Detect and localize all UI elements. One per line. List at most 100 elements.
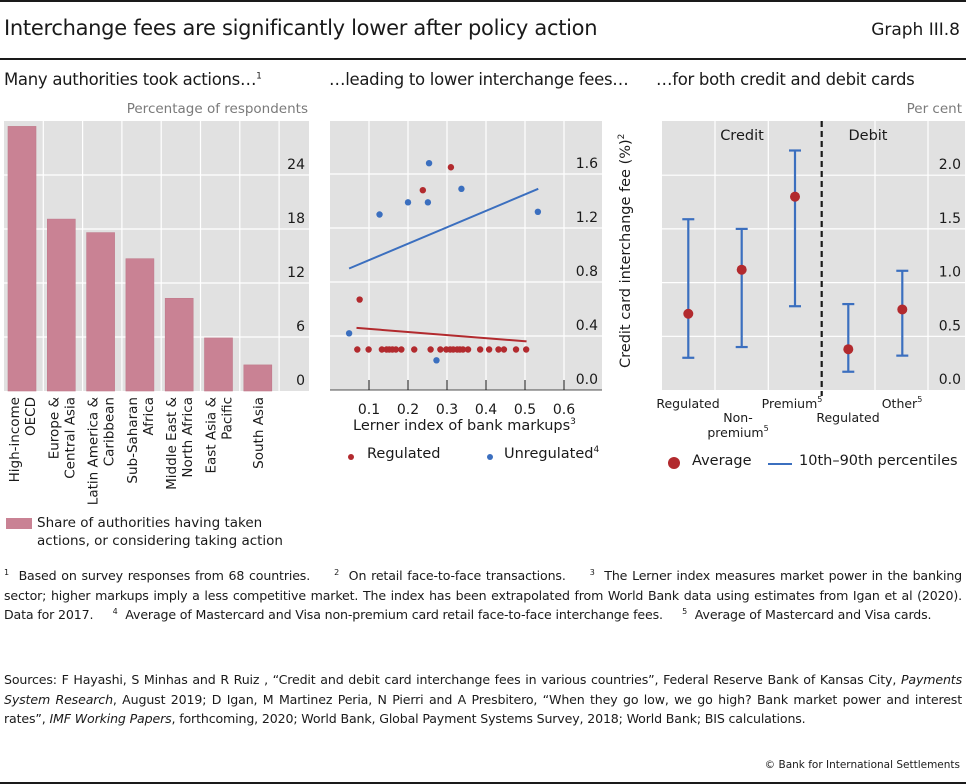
- scatter-point-regulated: [464, 346, 472, 353]
- scatter-point-regulated: [459, 346, 467, 353]
- scatter-point-unregulated: [424, 199, 432, 206]
- range-line-icon: [768, 463, 792, 465]
- x-tick-label: Pacific: [220, 397, 236, 440]
- y-tick-label: 0.0: [939, 372, 961, 388]
- x-category-label: Non-: [723, 410, 752, 425]
- scatter-point-unregulated: [534, 208, 542, 215]
- x-tick-label: High-income: [7, 397, 23, 482]
- scatter-point-unregulated: [404, 199, 412, 206]
- bar: [86, 232, 115, 392]
- bar-legend-label: Share of authorities having taken action…: [37, 515, 283, 549]
- average-legend-label: Average: [692, 453, 752, 469]
- bottom-rule: [0, 782, 966, 784]
- average-marker-icon: [668, 457, 680, 469]
- x-tick-label: 0.4: [475, 402, 497, 418]
- footnote: 1 Based on survey responses from 68 coun…: [4, 568, 329, 583]
- unregulated-marker-icon: [487, 454, 493, 460]
- scatter-point-regulated: [437, 346, 444, 353]
- unregulated-legend-text: Unregulated: [504, 446, 594, 462]
- y-tick-label: 1.0: [939, 265, 961, 281]
- x-tick-label: Latin America &: [86, 397, 102, 506]
- errorbar-chart: 0.0 0.5 1.0 1.5 2.0 Credit Debit Regulated Non-p…: [656, 121, 965, 440]
- x-category-label: Middle East & North Africa: [164, 397, 196, 490]
- x-tick-label: South Asia: [251, 397, 267, 469]
- copyright: © Bank for International Settlements: [764, 759, 960, 771]
- unregulated-legend-label: Unregulated4: [504, 446, 599, 462]
- right-panel-title: …for both credit and debit cards: [656, 70, 915, 89]
- sources-journal: IMF Working Papers: [49, 711, 172, 726]
- footnote-ref: 1: [256, 71, 262, 82]
- range-legend-label: 10th–90th percentiles: [799, 453, 958, 469]
- bar: [46, 218, 76, 392]
- x-category-label: Premium5: [762, 395, 823, 411]
- footnote-number: 3: [589, 567, 595, 577]
- sources-text: Sources: F Hayashi, S Minhas and R Ruiz …: [4, 672, 901, 687]
- footnote-ref: 5: [764, 424, 769, 433]
- x-category-label: South Asia: [251, 397, 267, 469]
- footnote-number: 1: [4, 567, 9, 577]
- group-label-debit: Debit: [848, 128, 887, 144]
- x-category-label: High-income OECD: [7, 397, 39, 482]
- graph-title: Interchange fees are significantly lower…: [4, 16, 598, 40]
- scatter-point-regulated: [495, 346, 502, 353]
- x-tick-label: OECD: [23, 397, 39, 436]
- top-rule: [0, 0, 966, 2]
- footnote: 2 On retail face-to-face transactions.: [334, 568, 585, 583]
- x-tick-label: Sub-Saharan: [125, 397, 141, 484]
- scatter-point-regulated: [419, 187, 427, 194]
- x-tick-label: 0.5: [514, 402, 536, 418]
- footnote-number: 4: [112, 606, 118, 616]
- group-label-credit: Credit: [720, 128, 764, 144]
- footnote-text: Average of Mastercard and Visa non-premi…: [117, 607, 679, 622]
- left-unit-label: Percentage of respondents: [126, 101, 308, 117]
- y-tick-label: 0.5: [939, 318, 961, 334]
- bar: [243, 364, 273, 392]
- x-tick-label: 0.3: [436, 402, 458, 418]
- left-panel-title-text: Many authorities took actions…: [4, 70, 257, 89]
- sources-text: , forthcoming, 2020; World Bank, Global …: [171, 711, 806, 726]
- scatter-point-regulated: [427, 346, 434, 353]
- footnote-ref: 4: [593, 445, 600, 456]
- y-tick-label: 1.2: [576, 210, 598, 226]
- x-category-label: Europe & Central Asia: [46, 397, 78, 479]
- scatter-point-regulated: [378, 346, 386, 353]
- x-tick-label: Middle East &: [164, 397, 180, 490]
- footnote-number: 5: [682, 606, 688, 616]
- y-tick-label: 0: [296, 373, 305, 389]
- scatter-point-regulated: [522, 346, 530, 353]
- scatter-point-regulated: [447, 164, 455, 171]
- plot-background: [662, 121, 965, 390]
- scatter-point-regulated: [500, 346, 508, 353]
- y-tick-label: 0.8: [576, 264, 598, 280]
- scatter-y-axis-label: Credit card interchange fee (%)2: [617, 133, 634, 368]
- bar: [164, 297, 194, 392]
- sources: Sources: F Hayashi, S Minhas and R Ruiz …: [4, 670, 962, 729]
- x-tick-label: 0.2: [397, 402, 419, 418]
- footnote-ref: 2: [617, 133, 628, 140]
- graph-number: Graph III.8: [871, 20, 960, 40]
- scatter-point-regulated: [354, 346, 361, 353]
- x-tick-label: 0.6: [553, 402, 575, 418]
- average-point: [897, 304, 908, 315]
- footnote: 4 Average of Mastercard and Visa non-pre…: [113, 607, 679, 622]
- x-tick-label: Caribbean: [102, 397, 118, 466]
- x-tick-label: North Africa: [180, 397, 196, 478]
- scatter-point-regulated: [411, 346, 418, 353]
- average-point: [683, 308, 694, 319]
- footnote-text: On retail face-to-face transactions.: [339, 568, 585, 583]
- scatter-y-axis-label-text: Credit card interchange fee (%): [618, 139, 634, 368]
- footnote-ref: 3: [570, 417, 576, 428]
- scatter-x-axis-label-text: Lerner index of bank markups: [353, 418, 571, 434]
- footnotes: 1 Based on survey responses from 68 coun…: [4, 566, 962, 625]
- scatter-point-unregulated: [345, 330, 353, 337]
- regulated-marker-icon: [348, 454, 354, 460]
- y-tick-label: 1.5: [939, 211, 961, 227]
- x-tick-label: East Asia &: [204, 397, 220, 474]
- scatter-point-regulated: [485, 346, 493, 353]
- scatter-point-regulated: [356, 296, 363, 303]
- scatter-point-regulated: [476, 346, 484, 353]
- x-category-label: premium5: [707, 424, 768, 440]
- scatter-chart: 0.1 0.2 0.3 0.4 0.5 0.60.0 0.4 0.8 1.2 1.6: [330, 121, 602, 418]
